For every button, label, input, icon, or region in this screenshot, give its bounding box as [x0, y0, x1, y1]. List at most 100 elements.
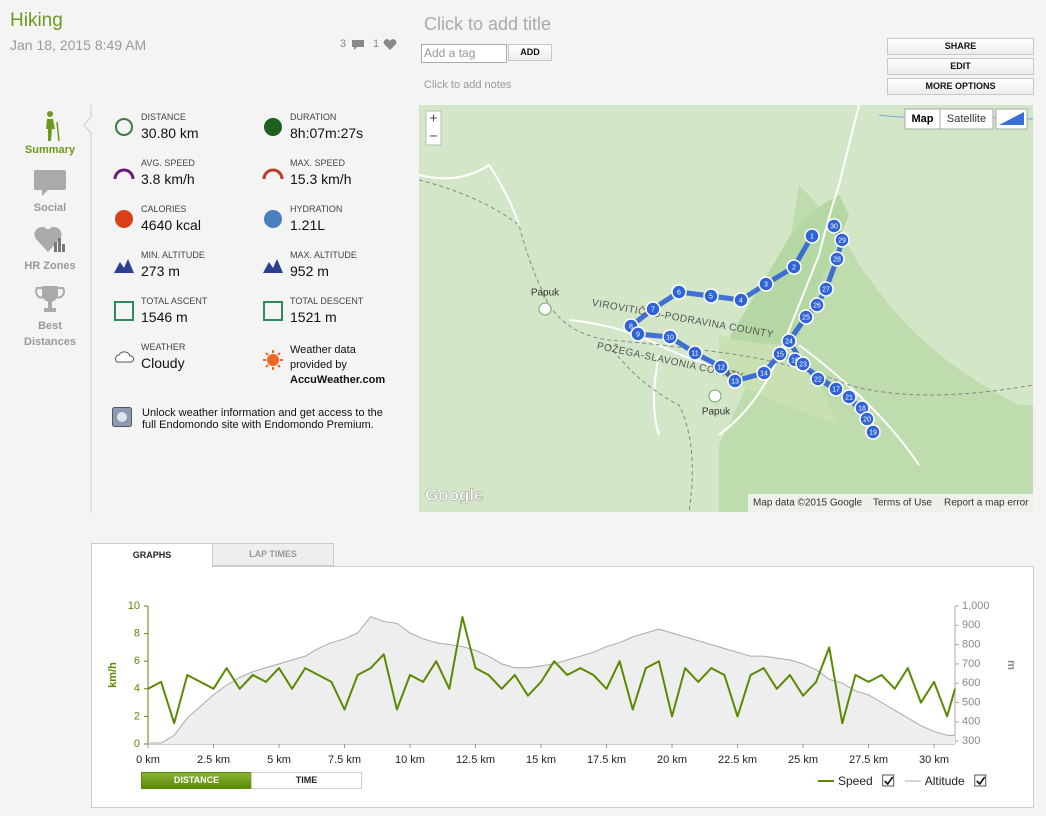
y2-tick-label: 900 [962, 619, 980, 631]
social-tab[interactable]: Social [33, 202, 67, 214]
route-marker [810, 371, 826, 387]
satellite-type-label[interactable]: Satellite [947, 113, 986, 125]
map[interactable]: Papuk Papuk VIROVITIČKO-PODRAVINA COUNTY… [419, 105, 1033, 512]
more-options-button[interactable]: MORE OPTIONS [887, 78, 1034, 95]
edit-button[interactable]: EDIT [887, 58, 1034, 75]
route-marker-label: 24 [785, 338, 793, 345]
like-icon [383, 39, 397, 50]
stat-value: 273 m [141, 263, 180, 279]
x-tick-label: 2.5 km [197, 754, 230, 766]
stat-glyph [115, 118, 133, 136]
legend-checkbox[interactable] [882, 774, 895, 787]
route-marker-label: 28 [833, 256, 841, 263]
stat-label: CALORIES [141, 204, 187, 214]
route-marker [630, 326, 646, 342]
route-marker [662, 329, 678, 345]
stat-value: 3.8 km/h [141, 171, 195, 187]
report-link[interactable]: Report a map error [944, 498, 1029, 509]
legend-check [884, 776, 894, 786]
satellite-type-button[interactable] [939, 108, 994, 130]
weather-source[interactable]: AccuWeather.com [290, 374, 386, 386]
summary-tab[interactable]: Summary [24, 144, 76, 156]
premium-icon [112, 407, 132, 427]
map-footer [748, 494, 1033, 512]
route-marker [859, 411, 875, 427]
stat-glyph [115, 210, 133, 228]
route-marker-label: 14 [760, 370, 768, 377]
place-label: Papuk [702, 407, 731, 418]
x-tick-label: 15 km [526, 754, 556, 766]
route-marker-label: 23 [799, 361, 807, 368]
x-tick-label: 17.5 km [587, 754, 626, 766]
legend-check [976, 776, 986, 786]
route-marker [786, 259, 802, 275]
x-tick-label: 20 km [657, 754, 687, 766]
legend-checkbox[interactable] [974, 774, 987, 787]
route-marker-label: 2 [792, 264, 796, 271]
lap-times-tab[interactable]: LAP TIMES [212, 543, 334, 566]
zoom-out[interactable]: − [429, 128, 437, 144]
notes-placeholder[interactable]: Click to add notes [424, 79, 512, 91]
y-tick-label: 8 [134, 628, 140, 640]
route-marker [713, 359, 729, 375]
tag-input[interactable]: Add a tag [421, 44, 507, 63]
premium-note: Unlock weather information and get acces… [142, 407, 383, 431]
route-marker [758, 276, 774, 292]
title-placeholder[interactable]: Click to add title [424, 14, 552, 34]
route-marker [865, 424, 881, 440]
stat-label: MIN. ALTITUDE [141, 250, 205, 260]
route-marker [804, 228, 820, 244]
route-marker [727, 373, 743, 389]
graph: 0 2 4 6 8 10 300 400 500 600 700 800 900 1,000 0 km 2.5… [107, 600, 1017, 788]
x-tick-label: 12.5 km [456, 754, 495, 766]
gauge-glyph [113, 168, 135, 180]
map-type-label[interactable]: Map [912, 113, 934, 125]
route-marker [826, 218, 842, 234]
stat-value: 8h:07m:27s [290, 125, 364, 141]
route-marker-label: 22 [814, 376, 822, 383]
route-marker-label: 17 [832, 386, 840, 393]
stat-value: 952 m [290, 263, 329, 279]
route-marker-label: 7 [651, 306, 655, 313]
share-button[interactable]: SHARE [887, 38, 1034, 55]
add-tag-button[interactable]: ADD [508, 44, 552, 61]
hr-zones-tab[interactable]: HR Zones [24, 260, 76, 272]
stat-icon [263, 259, 283, 273]
fullscreen-glyph [999, 112, 1024, 125]
arrow-box [263, 301, 283, 321]
route-marker [756, 365, 772, 381]
zoom-control [425, 110, 442, 146]
y-tick-label: 10 [128, 600, 140, 612]
trophy-icon [35, 286, 65, 312]
route-marker-label: 13 [731, 378, 739, 385]
stat-label: MAX. SPEED [290, 158, 346, 168]
terms-link[interactable]: Terms of Use [873, 498, 932, 509]
y2-tick-label: 300 [962, 735, 980, 747]
route-marker-label: 6 [677, 289, 681, 296]
stat-value: 30.80 km [141, 125, 199, 141]
route-marker-label: 10 [666, 334, 674, 341]
mountain-glyph [263, 259, 283, 273]
legend-label: Speed [838, 774, 873, 788]
stat-value: 15.3 km/h [290, 171, 352, 187]
best-distances-tab[interactable]: Best Distances [24, 320, 76, 348]
zoom-in[interactable]: + [429, 110, 437, 126]
mountain-glyph [114, 259, 134, 273]
y-tick-label: 4 [134, 683, 140, 695]
route-marker [834, 232, 850, 248]
stat-label: HYDRATION [290, 204, 343, 214]
route-marker [703, 288, 719, 304]
like-count[interactable]: 1 [373, 38, 380, 50]
y2-tick-label: 700 [962, 658, 980, 670]
y-tick-label: 0 [134, 738, 140, 750]
stat-glyph [264, 210, 282, 228]
weather-credit-line: provided by [290, 359, 347, 371]
graphs-tab[interactable]: GRAPHS [91, 543, 213, 567]
route-marker-label: 8 [629, 323, 633, 330]
stat-value: 4640 kcal [141, 217, 201, 233]
time-mode-button[interactable]: TIME [251, 772, 362, 789]
route-marker-label: 19 [869, 429, 877, 436]
stat-icon [114, 301, 134, 321]
comment-count[interactable]: 3 [340, 38, 347, 50]
weather-credit: Weather data provided by AccuWeather.com [290, 343, 385, 388]
